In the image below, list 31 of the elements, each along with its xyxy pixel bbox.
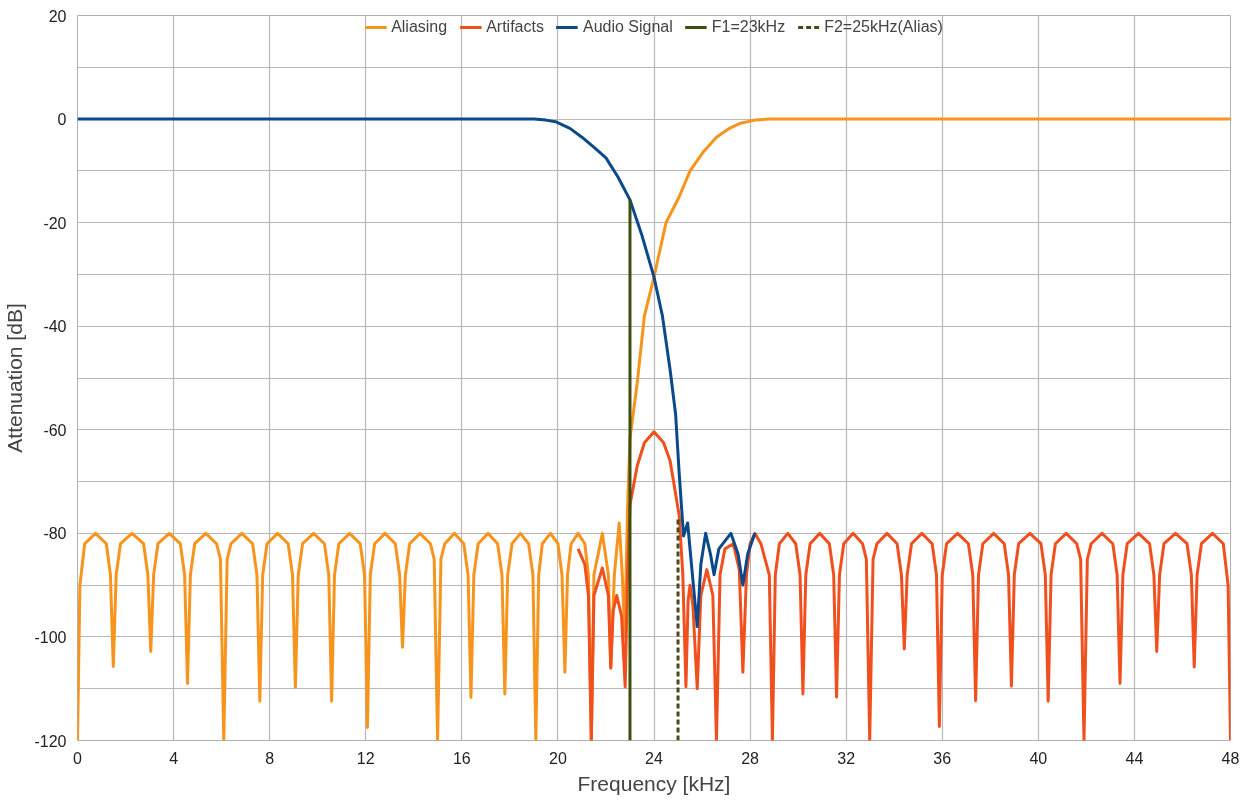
y-tick-label: 0 xyxy=(57,111,67,129)
legend-label: F2=25kHz(Alias) xyxy=(824,18,943,36)
line-series xyxy=(576,430,1231,741)
line-series xyxy=(77,117,757,629)
y-tick-label: -100 xyxy=(34,628,67,646)
x-tick-label: 12 xyxy=(356,749,375,767)
x-tick-label: 48 xyxy=(1221,749,1240,767)
x-tick-label: 20 xyxy=(549,749,567,767)
x-tick-label: 36 xyxy=(933,749,952,767)
legend-label: Artifacts xyxy=(486,18,544,36)
x-axis-title: Frequency [kHz] xyxy=(577,771,731,795)
legend-label: Aliasing xyxy=(391,18,448,36)
x-tick-label: 16 xyxy=(452,749,471,767)
line-series xyxy=(77,117,1231,741)
x-tick-label: 4 xyxy=(169,749,179,767)
y-tick-label: -20 xyxy=(43,214,67,232)
x-tick-label: 8 xyxy=(265,749,275,767)
x-tick-label: 28 xyxy=(741,749,760,767)
y-tick-label: -40 xyxy=(43,318,67,336)
x-tick-label: 44 xyxy=(1125,749,1144,767)
x-tick-label: 32 xyxy=(837,749,856,767)
y-tick-label: -80 xyxy=(43,525,67,543)
x-tick-label: 0 xyxy=(73,749,83,767)
y-tick-label: -60 xyxy=(43,421,67,439)
legend-label: F1=23kHz xyxy=(711,18,786,36)
legend-label: Audio Signal xyxy=(582,18,673,36)
y-tick-label: -120 xyxy=(34,732,67,750)
y-axis-title: Attenuation [dB] xyxy=(3,303,27,453)
y-tick-label: 20 xyxy=(48,7,67,25)
x-tick-label: 24 xyxy=(645,749,663,767)
x-tick-label: 40 xyxy=(1029,749,1048,767)
